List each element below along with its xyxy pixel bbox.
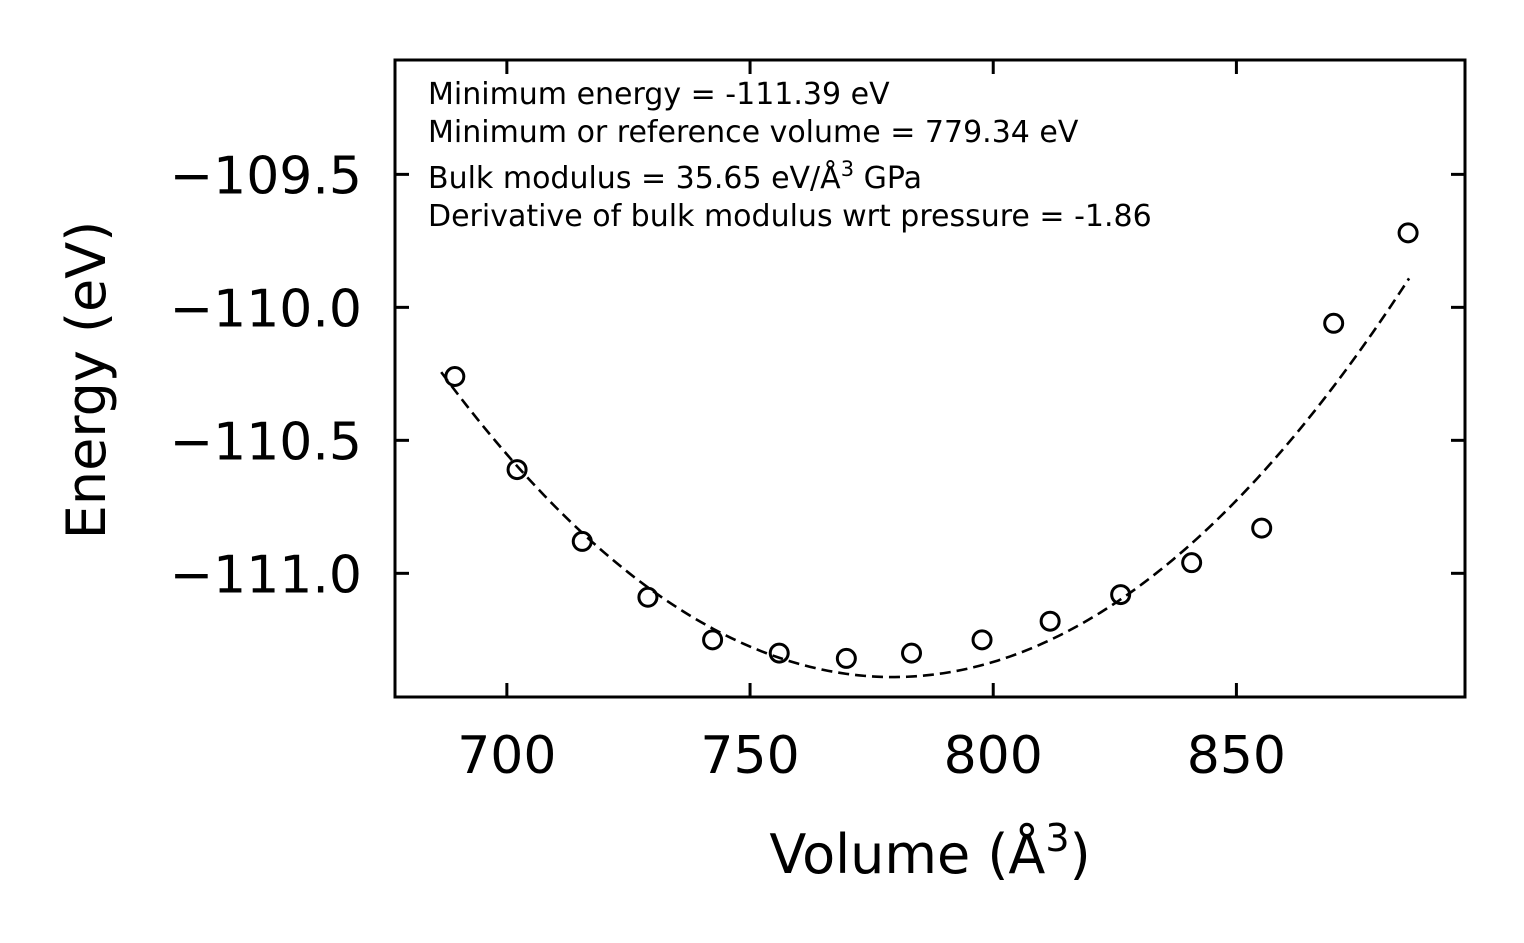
data-point	[1181, 552, 1203, 574]
data-point	[506, 459, 528, 481]
fit-curve	[440, 277, 1411, 679]
x-axis-label-close: )	[1070, 823, 1091, 886]
data-point	[901, 642, 923, 664]
fit-annotation: Minimum energy = -111.39 eV Minimum or r…	[428, 77, 1152, 234]
annotation-bulk-modulus: Bulk modulus = 35.65 eV/Å3 GPa	[428, 157, 922, 196]
data-point	[637, 586, 659, 608]
x-tick-label: 850	[1187, 726, 1286, 786]
x-axis-label: Volume (Å3)	[769, 816, 1090, 886]
annotation-min-volume: Minimum or reference volume = 779.34 eV	[428, 115, 1079, 150]
data-point	[1323, 312, 1345, 334]
y-tick-label: −109.5	[170, 146, 362, 206]
plot-frame	[393, 58, 1467, 699]
x-axis-label-text: Volume (Å	[769, 822, 1045, 886]
annotation-bulk-modulus-unit: GPa	[854, 161, 922, 196]
data-points-layer	[444, 222, 1419, 669]
data-point	[444, 366, 466, 388]
x-tick-label: 750	[700, 726, 799, 786]
data-point	[835, 647, 857, 669]
annotation-bulk-modulus-sup: 3	[841, 157, 854, 181]
y-axis-ticks: −109.5 −110.0 −110.5 −111.0	[170, 146, 1465, 605]
data-point	[571, 530, 593, 552]
data-point	[1110, 584, 1132, 606]
fit-curve-layer	[440, 277, 1411, 679]
y-tick-label: −110.5	[170, 412, 362, 472]
data-point	[971, 629, 993, 651]
x-axis-label-sup: 3	[1045, 816, 1069, 860]
data-point	[1039, 610, 1061, 632]
data-point	[768, 642, 790, 664]
data-point	[1251, 517, 1273, 539]
y-tick-label: −110.0	[170, 279, 362, 339]
annotation-bulk-modulus-derivative: Derivative of bulk modulus wrt pressure …	[428, 199, 1152, 234]
x-tick-label: 800	[944, 726, 1043, 786]
data-point	[702, 629, 724, 651]
y-tick-label: −111.0	[170, 545, 362, 605]
annotation-min-energy: Minimum energy = -111.39 eV	[428, 77, 890, 112]
x-tick-label: 700	[457, 726, 556, 786]
y-axis-label: Energy (eV)	[55, 221, 118, 540]
x-axis-ticks: 700 750 800 850	[457, 60, 1286, 786]
data-point	[1397, 222, 1419, 244]
annotation-bulk-modulus-text: Bulk modulus = 35.65 eV/Å	[428, 160, 841, 196]
